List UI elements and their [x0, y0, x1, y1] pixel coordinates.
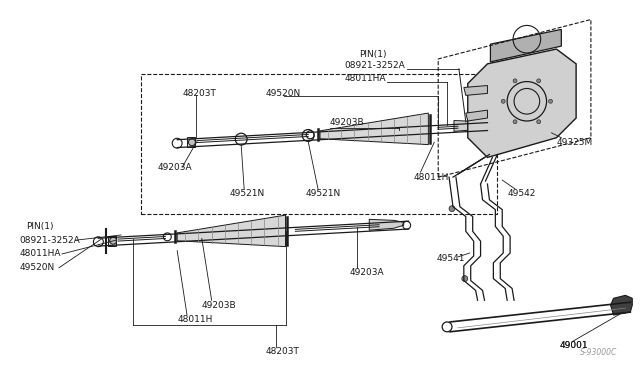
Text: 49520N: 49520N [20, 263, 55, 272]
Circle shape [449, 206, 455, 212]
Text: PIN(1): PIN(1) [360, 49, 387, 58]
Text: 49001: 49001 [559, 341, 588, 350]
Polygon shape [108, 236, 116, 246]
Circle shape [537, 120, 541, 124]
Circle shape [537, 79, 541, 83]
Text: 48011H: 48011H [413, 173, 449, 182]
Text: 49203A: 49203A [157, 163, 192, 172]
Circle shape [109, 237, 116, 244]
Polygon shape [454, 121, 488, 131]
Text: 49521N: 49521N [305, 189, 340, 198]
Text: 08921-3252A: 08921-3252A [344, 61, 405, 70]
Polygon shape [466, 110, 488, 121]
Circle shape [548, 99, 552, 103]
Polygon shape [490, 29, 561, 62]
Text: 49541: 49541 [436, 254, 465, 263]
Polygon shape [464, 86, 488, 95]
Text: 49520N: 49520N [266, 89, 301, 98]
Text: PIN(1): PIN(1) [26, 222, 54, 231]
Polygon shape [177, 215, 285, 247]
Circle shape [501, 99, 505, 103]
Text: 08921-3252A: 08921-3252A [20, 236, 80, 245]
Text: 48011H: 48011H [177, 315, 212, 324]
Text: 48011HA: 48011HA [344, 74, 386, 83]
Text: 49325M: 49325M [556, 138, 593, 147]
Circle shape [513, 120, 517, 124]
Circle shape [513, 79, 517, 83]
Text: 49001: 49001 [559, 341, 588, 350]
Circle shape [462, 276, 468, 282]
Text: 48203T: 48203T [266, 347, 300, 356]
Text: 48011HA: 48011HA [20, 250, 61, 259]
Polygon shape [187, 137, 195, 147]
Polygon shape [468, 49, 576, 157]
Text: S-93000C: S-93000C [580, 349, 618, 357]
Text: 49203A: 49203A [349, 268, 384, 277]
Polygon shape [369, 219, 404, 230]
Text: 49203B: 49203B [330, 118, 364, 128]
Text: 48203T: 48203T [182, 89, 216, 98]
Circle shape [189, 139, 195, 146]
Polygon shape [611, 295, 632, 315]
Text: 49542: 49542 [507, 189, 536, 198]
Polygon shape [320, 113, 428, 145]
Text: 49521N: 49521N [229, 189, 264, 198]
Text: 49203B: 49203B [202, 301, 236, 310]
